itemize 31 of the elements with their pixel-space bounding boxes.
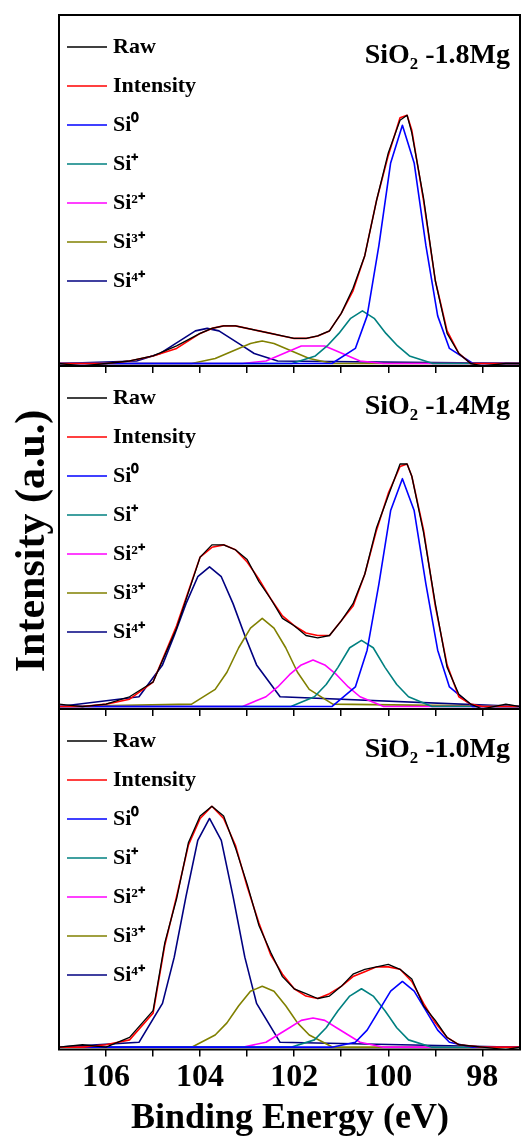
legend-label: Si⁴⁺ <box>113 960 146 986</box>
legend-label: Si⁰ <box>113 110 140 136</box>
x-tick-label: 102 <box>270 1057 319 1094</box>
legend-label: Si⁴⁺ <box>113 617 146 643</box>
legend-label: Si³⁺ <box>113 227 146 253</box>
chart-title: SiO₂ -1.0Mg <box>364 732 510 763</box>
chart-title: SiO₂ -1.8Mg <box>364 38 510 69</box>
x-tick-label: 104 <box>176 1057 225 1094</box>
legend-label: Intensity <box>113 71 197 97</box>
x-tick-label: 98 <box>466 1057 499 1094</box>
chart-title: SiO₂ -1.4Mg <box>364 389 510 420</box>
legend-label: Si²⁺ <box>113 882 146 908</box>
legend-label: Si²⁺ <box>113 188 146 214</box>
legend-label: Si³⁺ <box>113 578 146 604</box>
legend-label: Raw <box>113 32 156 58</box>
x-tick-label: 100 <box>364 1057 413 1094</box>
legend-label: Raw <box>113 726 156 752</box>
x-tick-label: 106 <box>82 1057 131 1094</box>
x-axis-title: Binding Energy (eV) <box>130 1096 450 1136</box>
legend-label: Si⁴⁺ <box>113 266 146 292</box>
y-axis-title: Intensity (a.u.) <box>5 409 54 673</box>
legend-label: Si⁰ <box>113 804 140 830</box>
legend-label: Raw <box>113 383 156 409</box>
legend-label: Si⁺ <box>113 843 140 869</box>
legend-label: Intensity <box>113 765 197 791</box>
legend-label: Si⁰ <box>113 461 140 487</box>
legend-label: Intensity <box>113 422 197 448</box>
legend-label: Si²⁺ <box>113 539 146 565</box>
legend-label: Si⁺ <box>113 149 140 175</box>
legend-label: Si⁺ <box>113 500 140 526</box>
legend-label: Si³⁺ <box>113 921 146 947</box>
